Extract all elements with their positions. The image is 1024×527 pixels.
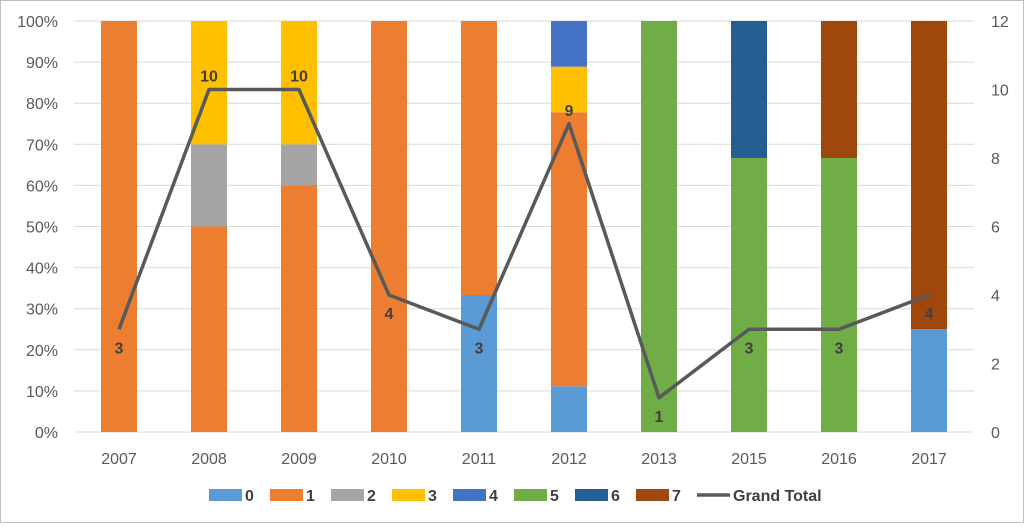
legend-label: 5 xyxy=(550,488,559,505)
x-tick-label: 2009 xyxy=(281,451,317,468)
bar-segment-1 xyxy=(191,226,227,432)
x-tick-label: 2010 xyxy=(371,451,407,468)
x-tick-label: 2016 xyxy=(821,451,857,468)
bar-segment-7 xyxy=(911,21,947,330)
y-left-tick-label: 0% xyxy=(35,425,58,442)
data-labels: 3 10 10 4 3 9 1 3 3 4 xyxy=(115,69,934,426)
line-data-label: 4 xyxy=(385,306,394,323)
legend-swatch-0 xyxy=(209,489,242,501)
line-data-label: 3 xyxy=(115,340,124,357)
x-tick-label: 2013 xyxy=(641,451,677,468)
legend-swatch-6 xyxy=(575,489,608,501)
bar-segment-1 xyxy=(461,21,497,295)
x-tick-label: 2012 xyxy=(551,451,587,468)
y-right-tick-label: 6 xyxy=(991,220,1000,237)
y-left-tick-label: 70% xyxy=(26,137,58,154)
y-right-tick-label: 4 xyxy=(991,288,1000,305)
y-left-tick-label: 100% xyxy=(17,14,58,31)
legend-swatch-3 xyxy=(392,489,425,501)
line-data-label: 4 xyxy=(925,306,934,323)
legend-label: 6 xyxy=(611,488,620,505)
y-right-tick-label: 0 xyxy=(991,425,1000,442)
bar-segment-5 xyxy=(641,21,677,432)
bar-segment-3 xyxy=(551,66,587,113)
y-right-tick-label: 10 xyxy=(991,83,1009,100)
bar-segment-2 xyxy=(191,144,227,227)
legend-label: 3 xyxy=(428,488,437,505)
bar-segment-5 xyxy=(731,158,767,432)
line-data-label: 3 xyxy=(835,340,844,357)
grand-total-line xyxy=(117,87,930,400)
legend-swatch-7 xyxy=(636,489,669,501)
x-tick-label: 2015 xyxy=(731,451,767,468)
bar-segment-2 xyxy=(281,144,317,186)
x-tick-label: 2007 xyxy=(101,451,137,468)
line-data-label: 10 xyxy=(290,69,308,86)
y-left-tick-label: 20% xyxy=(26,343,58,360)
line-data-label: 9 xyxy=(565,103,574,120)
bar-segment-4 xyxy=(551,21,587,67)
y-right-tick-label: 12 xyxy=(991,14,1009,31)
y-left-tick-label: 60% xyxy=(26,178,58,195)
bars xyxy=(101,21,947,432)
grand-total-polyline xyxy=(117,87,930,400)
bar-segment-1 xyxy=(371,21,407,432)
legend-label: 4 xyxy=(489,488,498,505)
bar-segment-0 xyxy=(911,329,947,432)
y-left-tick-label: 40% xyxy=(26,261,58,278)
line-data-label: 3 xyxy=(745,340,754,357)
legend-label: 0 xyxy=(245,488,254,505)
y-left-tick-label: 10% xyxy=(26,384,58,401)
legend-label: Grand Total xyxy=(733,488,822,505)
legend-swatch-1 xyxy=(270,489,303,501)
x-tick-label: 2011 xyxy=(462,451,497,468)
legend-label: 2 xyxy=(367,488,376,505)
bar-segment-0 xyxy=(551,386,587,432)
legend-swatch-2 xyxy=(331,489,364,501)
legend-swatch-4 xyxy=(453,489,486,501)
y-left-tick-label: 30% xyxy=(26,302,58,319)
bar-segment-6 xyxy=(731,21,767,158)
legend: 0 1 2 3 4 5 6 7 Grand Total xyxy=(209,488,822,505)
y-right-tick-label: 2 xyxy=(991,357,1000,374)
line-data-label: 3 xyxy=(475,340,484,357)
legend-label: 7 xyxy=(672,488,681,505)
line-data-label: 1 xyxy=(655,409,664,426)
y-left-tick-label: 90% xyxy=(26,55,58,72)
y-left-tick-label: 50% xyxy=(26,220,58,237)
legend-label: 1 xyxy=(306,488,315,505)
bar-segment-7 xyxy=(821,21,857,158)
line-data-label: 10 xyxy=(200,69,218,86)
bar-segment-1 xyxy=(281,185,317,432)
legend-swatch-5 xyxy=(514,489,547,501)
x-tick-label: 2017 xyxy=(911,451,947,468)
bar-segment-0 xyxy=(461,295,497,432)
bar-segment-3 xyxy=(281,21,317,145)
axes: 0% 10% 20% 30% 40% 50% 60% 70% 80% 90% 100% 0 2 4 6 8 10… xyxy=(17,14,1009,468)
x-tick-label: 2008 xyxy=(191,451,227,468)
y-right-tick-label: 8 xyxy=(991,151,1000,168)
y-left-tick-label: 80% xyxy=(26,96,58,113)
bar-segment-1 xyxy=(101,21,137,432)
bar-segment-5 xyxy=(821,158,857,432)
